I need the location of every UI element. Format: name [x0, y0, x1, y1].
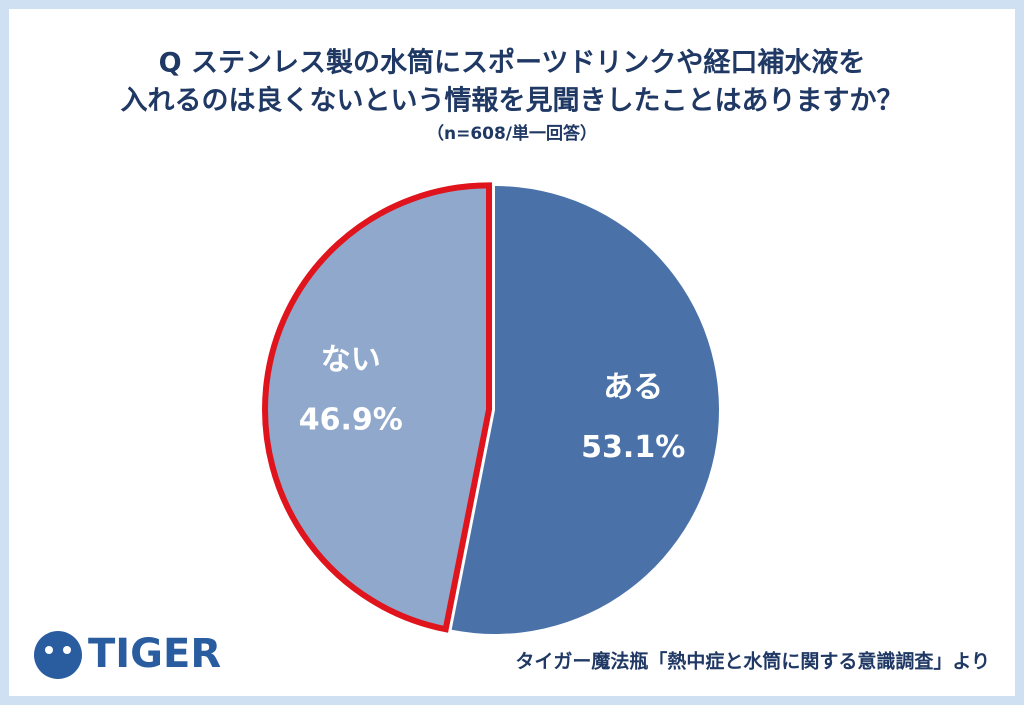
- value-label: 53.1%: [581, 430, 685, 465]
- chart-title: Q ステンレス製の水筒にスポーツドリンクや経口補水液を: [159, 47, 866, 79]
- chart-title: 入れるのは良くないという情報を見聞きしたことはありますか？: [121, 85, 904, 117]
- logo-eye: [45, 646, 53, 654]
- logo-text: TIGER: [88, 631, 221, 677]
- source: タイガー魔法瓶「熱中症と水筒に関する意識調査」より: [515, 650, 990, 673]
- value-label: 46.9%: [299, 402, 403, 437]
- pie-slice: [451, 186, 719, 634]
- slice-label: ない: [321, 342, 381, 377]
- chart-subtitle: （n=608/単一回答）: [427, 123, 597, 144]
- logo: TIGER: [34, 631, 221, 679]
- pie-slice: [262, 182, 493, 633]
- slice-label: ある: [603, 370, 663, 405]
- logo-icon: [34, 631, 82, 679]
- logo-eye: [63, 646, 71, 654]
